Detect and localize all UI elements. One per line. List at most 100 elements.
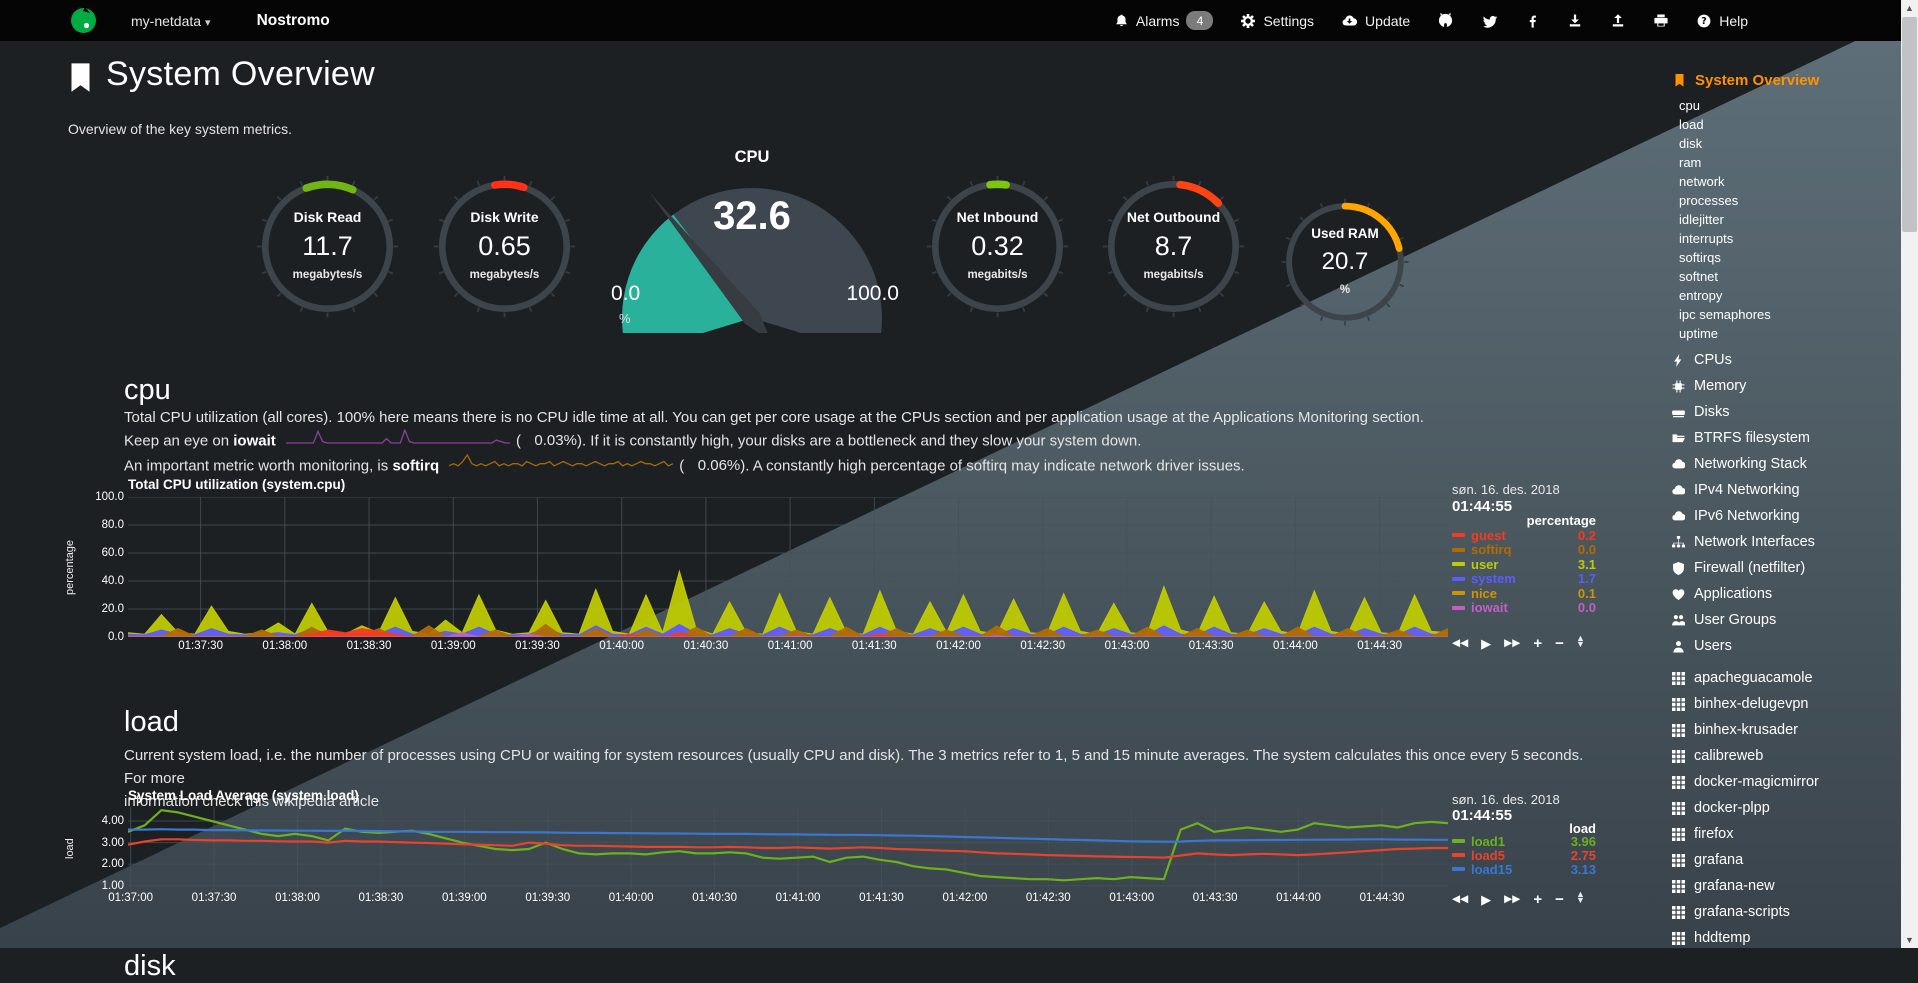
netdata-logo-icon[interactable]: [70, 7, 97, 34]
twitter-link[interactable]: [1481, 13, 1498, 29]
sidebar-item-docker-magicmirror[interactable]: docker-magicmirror: [1663, 769, 1899, 795]
sidebar-item-calibreweb[interactable]: calibreweb: [1663, 743, 1899, 769]
play-icon[interactable]: ▶: [1481, 637, 1491, 650]
sidebar-item-cpu[interactable]: cpu: [1663, 96, 1899, 115]
sidebar-item-grafana-scripts[interactable]: grafana-scripts: [1663, 899, 1899, 925]
sidebar-item-btrfs-filesystem[interactable]: BTRFS filesystem: [1663, 425, 1899, 451]
resize-handle-icon[interactable]: ▲▼: [1576, 636, 1585, 647]
gauge-label: Disk Read: [254, 209, 401, 225]
sidebar-item-network[interactable]: network: [1663, 172, 1899, 191]
alarms-button[interactable]: Alarms 4: [1114, 11, 1214, 30]
sidebar-item-firewall-netfilter-[interactable]: Firewall (netfilter): [1663, 555, 1899, 581]
update-button[interactable]: Update: [1341, 13, 1410, 29]
x-axis-tick-label: 01:38:00: [265, 892, 329, 904]
scroll-down-arrow-icon[interactable]: ▼: [1901, 932, 1918, 948]
sidebar-item-uptime[interactable]: uptime: [1663, 324, 1899, 343]
github-link[interactable]: [1437, 12, 1454, 29]
zoom-in-icon[interactable]: +: [1533, 892, 1542, 907]
sidebar-item-ipc-semaphores[interactable]: ipc semaphores: [1663, 305, 1899, 324]
hostname[interactable]: Nostromo: [257, 12, 330, 30]
facebook-link[interactable]: [1525, 13, 1540, 29]
load-desc-line1: Current system load, i.e. the number of …: [124, 744, 1584, 790]
sidebar-item-ram[interactable]: ram: [1663, 153, 1899, 172]
sidebar-item-system-overview[interactable]: System Overview: [1673, 72, 1899, 89]
forward-icon[interactable]: ▶▶: [1504, 894, 1520, 905]
sidebar-item-networking-stack[interactable]: Networking Stack: [1663, 451, 1899, 477]
my-netdata-menu[interactable]: my-netdata▾: [131, 13, 211, 29]
download-icon: [1567, 13, 1583, 29]
sidebar-item-binhex-krusader[interactable]: binhex-krusader: [1663, 717, 1899, 743]
forward-icon[interactable]: ▶▶: [1504, 638, 1520, 649]
sidebar-item-disk[interactable]: disk: [1663, 134, 1899, 153]
sidebar-item-interrupts[interactable]: interrupts: [1663, 229, 1899, 248]
sidebar-item-disks[interactable]: Disks: [1663, 399, 1899, 425]
gauge-label: Net Outbound: [1100, 209, 1247, 225]
chart-plot-area[interactable]: [128, 497, 1448, 637]
page-scrollbar[interactable]: ▲ ▼: [1901, 0, 1918, 948]
cpu-gauge-chart[interactable]: CPU 32.6 0.0 100.0 %: [597, 146, 907, 336]
gauge-label: Disk Write: [431, 209, 578, 225]
printer-icon: [1653, 13, 1669, 29]
sidebar-item-idlejitter[interactable]: idlejitter: [1663, 210, 1899, 229]
sidebar-item-applications[interactable]: Applications: [1663, 581, 1899, 607]
scroll-up-arrow-icon[interactable]: ▲: [1901, 0, 1918, 16]
sidebar-item-entropy[interactable]: entropy: [1663, 286, 1899, 305]
x-axis-tick-label: 01:44:30: [1348, 640, 1412, 652]
sidebar-item-load[interactable]: load: [1663, 115, 1899, 134]
chart-toolbar: ◀◀▶▶▶+−: [1452, 892, 1564, 907]
cloud-icon: [1672, 510, 1685, 523]
sidebar-item-users[interactable]: Users: [1663, 633, 1899, 659]
sidebar-item-grafana[interactable]: grafana: [1663, 847, 1899, 873]
sidebar-item-cpus[interactable]: CPUs: [1663, 347, 1899, 373]
chart-plot-area[interactable]: [128, 807, 1448, 890]
th-icon: [1672, 672, 1685, 685]
import-snapshot-button[interactable]: [1610, 13, 1626, 29]
sidebar-item-softirqs[interactable]: softirqs: [1663, 248, 1899, 267]
sidebar-item-grafana-new[interactable]: grafana-new: [1663, 873, 1899, 899]
scrollbar-thumb[interactable]: [1902, 17, 1917, 232]
sidebar-item-hddtemp[interactable]: hddtemp: [1663, 925, 1899, 951]
sidebar-item-apacheguacamole[interactable]: apacheguacamole: [1663, 665, 1899, 691]
zoom-out-icon[interactable]: −: [1555, 636, 1564, 651]
legend-swatch: [1452, 533, 1465, 537]
export-snapshot-button[interactable]: [1567, 13, 1583, 29]
print-button[interactable]: [1653, 13, 1669, 29]
x-axis-tick-label: 01:40:00: [590, 640, 654, 652]
play-icon[interactable]: ▶: [1481, 893, 1491, 906]
sidebar-item-ipv4-networking[interactable]: IPv4 Networking: [1663, 477, 1899, 503]
sidebar-item-user-groups[interactable]: User Groups: [1663, 607, 1899, 633]
sidebar-item-docker-plpp[interactable]: docker-plpp: [1663, 795, 1899, 821]
sidebar-item-network-interfaces[interactable]: Network Interfaces: [1663, 529, 1899, 555]
sidebar-item-softnet[interactable]: softnet: [1663, 267, 1899, 286]
backward-icon[interactable]: ◀◀: [1452, 638, 1468, 649]
settings-button[interactable]: Settings: [1240, 13, 1314, 29]
sidebar-item-processes[interactable]: processes: [1663, 191, 1899, 210]
help-button[interactable]: ? Help: [1696, 13, 1748, 29]
resize-handle-icon[interactable]: ▲▼: [1576, 892, 1585, 903]
backward-icon[interactable]: ◀◀: [1452, 894, 1468, 905]
x-axis-tick-label: 01:37:30: [182, 892, 246, 904]
sidebar-item-memory[interactable]: Memory: [1663, 373, 1899, 399]
chart-system-cpu[interactable]: Total CPU utilization (system.cpu)percen…: [60, 477, 1605, 662]
zoom-in-icon[interactable]: +: [1533, 636, 1542, 651]
sidebar-item-firefox[interactable]: firefox: [1663, 821, 1899, 847]
sidebar-item-binhex-delugevpn[interactable]: binhex-delugevpn: [1663, 691, 1899, 717]
zoom-out-icon[interactable]: −: [1555, 892, 1564, 907]
legend-swatch: [1452, 577, 1465, 581]
sidebar-item-ipv6-networking[interactable]: IPv6 Networking: [1663, 503, 1899, 529]
